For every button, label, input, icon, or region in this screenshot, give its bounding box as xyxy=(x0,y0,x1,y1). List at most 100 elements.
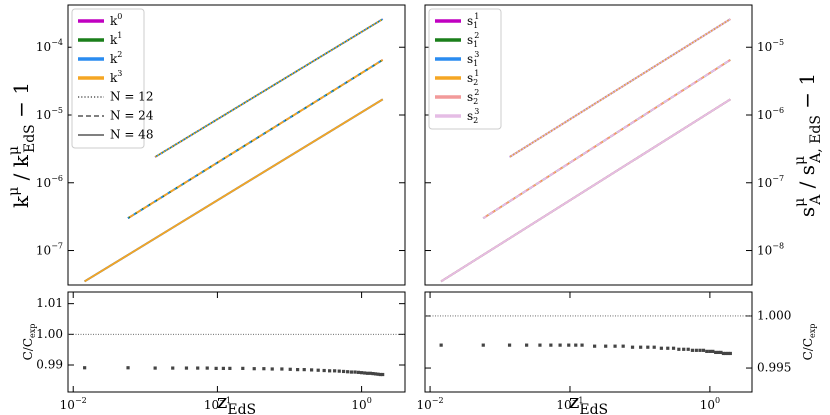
x-tick-label-part: 0 xyxy=(367,396,372,405)
point xyxy=(270,367,274,371)
point xyxy=(333,369,337,373)
point xyxy=(613,344,617,348)
x-tick-label-part: 10 xyxy=(556,398,571,412)
point xyxy=(363,371,367,375)
point xyxy=(439,343,443,347)
point xyxy=(701,348,706,352)
legend-box xyxy=(428,8,502,130)
y-tick-label-part: −5 xyxy=(51,106,63,115)
point xyxy=(171,366,175,370)
point xyxy=(341,369,346,374)
point xyxy=(252,367,256,371)
legend-label-part: 2 xyxy=(474,31,479,40)
legend-label: k0 xyxy=(110,12,122,28)
y-tick-label-part: 10 xyxy=(36,175,51,189)
y-axis-label: kμ / kμEdS − 1 xyxy=(6,82,38,208)
curve xyxy=(509,18,731,158)
y-axis-label-part: exp xyxy=(808,324,817,338)
point xyxy=(381,372,385,377)
curve xyxy=(84,98,384,283)
legend-label-part: k xyxy=(110,71,118,85)
legend-label: N = 24 xyxy=(110,109,154,123)
y-axis-label-part: s xyxy=(795,207,819,217)
point xyxy=(184,366,189,370)
point xyxy=(288,367,292,371)
point xyxy=(646,345,650,349)
y-tick-label: 10−7 xyxy=(36,241,63,257)
point xyxy=(83,366,87,370)
legend-label-part: k xyxy=(110,33,118,47)
legend-label: s13 xyxy=(467,50,479,68)
legend-label-part: 2 xyxy=(473,116,478,125)
y-tick-label-part: −7 xyxy=(51,241,63,250)
y-axis-label-part: μ xyxy=(6,146,22,155)
point xyxy=(686,347,690,351)
legend-box xyxy=(71,8,145,149)
legend-label-part: 3 xyxy=(117,69,122,78)
legend-label-part: 3 xyxy=(474,107,479,116)
y-tick-label-part: 10 xyxy=(36,108,51,122)
x-tick-label-part: 10 xyxy=(204,398,219,412)
y-tick-label-part: 10 xyxy=(36,40,51,54)
point xyxy=(682,347,686,351)
x-axis-label-part: z xyxy=(217,389,228,413)
y-tick-label-part: 10 xyxy=(757,108,772,122)
y-tick-label: 10−5 xyxy=(36,106,63,122)
curve xyxy=(482,59,731,219)
x-axis-label: zEdS xyxy=(569,389,608,415)
point xyxy=(153,366,157,370)
legend-label-part: 0 xyxy=(117,12,122,21)
x-tick-label-part: 10 xyxy=(351,398,366,412)
point xyxy=(716,350,720,355)
point xyxy=(126,366,130,370)
point xyxy=(316,368,320,372)
y-tick-label: 0.995 xyxy=(757,361,791,375)
legend-label: k2 xyxy=(110,50,122,66)
y-axis-label-part: EdS xyxy=(22,124,38,153)
point xyxy=(728,351,732,356)
point xyxy=(726,351,730,356)
point xyxy=(302,368,306,372)
point xyxy=(280,367,284,371)
y-axis-label-part: exp xyxy=(28,324,37,338)
point xyxy=(711,349,715,353)
y-tick-label: 0.99 xyxy=(36,358,63,372)
point xyxy=(580,343,584,347)
point xyxy=(296,368,300,372)
y-tick-label: 10−6 xyxy=(757,106,784,122)
legend-label: k3 xyxy=(110,69,122,85)
point xyxy=(652,345,656,349)
y-tick-label-part: 10 xyxy=(36,243,51,257)
y-tick-label: 1.00 xyxy=(36,327,63,341)
y-axis-label-part: A xyxy=(808,194,824,206)
legend-label: N = 48 xyxy=(110,128,153,142)
point xyxy=(558,343,562,347)
x-axis-label-part: z xyxy=(569,389,580,413)
legend-label-part: k xyxy=(110,14,118,28)
point xyxy=(567,343,571,347)
point xyxy=(677,347,681,351)
plot-frame xyxy=(424,291,753,393)
curve xyxy=(127,59,384,219)
legend-label-part: k xyxy=(110,52,118,66)
point xyxy=(705,349,709,353)
point xyxy=(604,344,608,348)
curve xyxy=(127,59,384,219)
legend-label: k1 xyxy=(110,31,122,47)
y-tick-label-part: 10 xyxy=(757,175,772,189)
x-tick-label: 100 xyxy=(700,396,720,412)
x-axis-label-part: EdS xyxy=(579,402,608,415)
x-tick-label-part: −1 xyxy=(219,396,231,405)
point xyxy=(671,346,676,350)
point xyxy=(724,351,728,356)
legend-label-part: s xyxy=(467,14,473,28)
legend-label-part: 2 xyxy=(473,78,478,87)
point xyxy=(196,366,200,370)
point xyxy=(481,343,485,347)
y-tick-label: 10−8 xyxy=(757,241,784,257)
legend-label-part: 1 xyxy=(473,40,478,49)
point xyxy=(593,344,597,348)
x-tick-label-part: −2 xyxy=(75,396,87,405)
legend-label-part: 1 xyxy=(473,21,478,30)
point xyxy=(376,372,380,376)
